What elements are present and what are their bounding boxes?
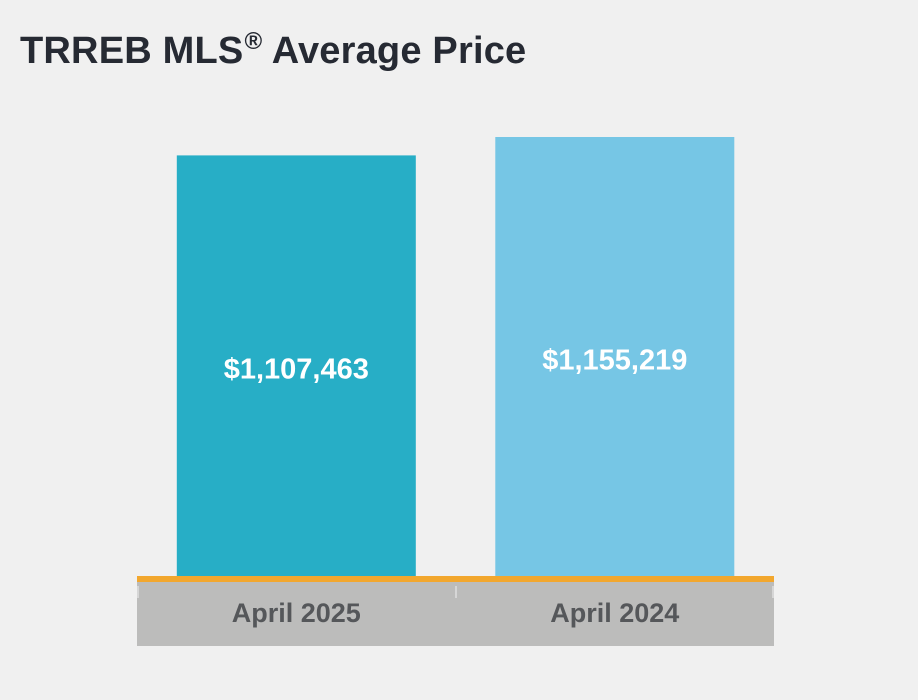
value-label-1: $1,155,219 [542, 345, 687, 377]
chart-title-rest: Average Price [262, 30, 527, 72]
registered-mark: ® [244, 28, 263, 55]
category-label-0: April 2025 [232, 598, 361, 628]
category-label-1: April 2024 [550, 598, 679, 628]
x-axis-line [137, 576, 774, 582]
value-label-0: $1,107,463 [224, 354, 369, 386]
labels-group: $1,107,463 April 2025 $1,155,219 April 2024 [224, 345, 688, 629]
bar-1 [495, 137, 735, 582]
bar-0 [176, 155, 416, 582]
chart-title-main: TRREB MLS [20, 30, 244, 72]
chart-title: TRREB MLS® Average Price [20, 28, 526, 73]
bars-group [176, 137, 735, 582]
